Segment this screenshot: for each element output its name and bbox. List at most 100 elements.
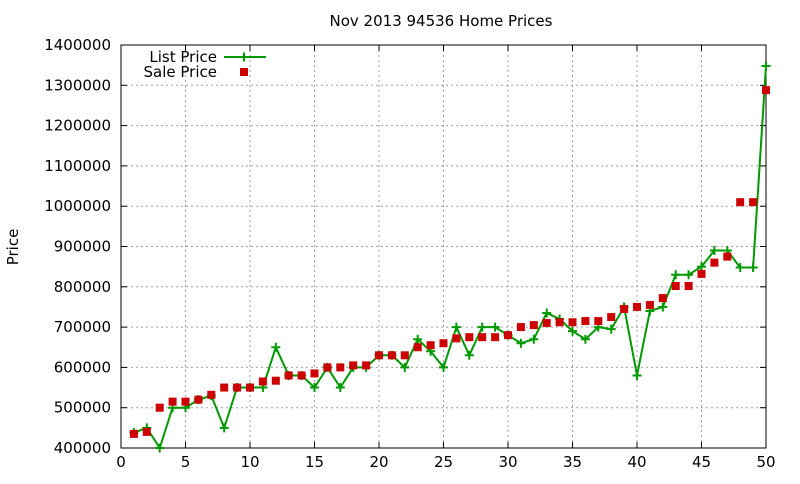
- data-point: [375, 351, 383, 360]
- data-point: [697, 262, 706, 272]
- data-point: [620, 304, 629, 313]
- data-point: [246, 383, 254, 392]
- data-point: [452, 334, 461, 343]
- data-point: [413, 334, 423, 344]
- data-point: [633, 302, 641, 311]
- data-point: [478, 333, 487, 342]
- y-tick-label: 400000: [54, 439, 111, 457]
- data-point: [439, 362, 448, 372]
- data-point: [426, 341, 435, 350]
- data-point: [581, 317, 590, 326]
- data-point: [271, 376, 280, 385]
- data-point: [194, 395, 203, 404]
- x-tick-label: 20: [369, 453, 388, 471]
- data-point: [710, 258, 719, 267]
- data-point: [142, 427, 151, 436]
- data-point: [387, 351, 396, 360]
- data-point: [451, 322, 461, 332]
- data-point: [219, 423, 229, 433]
- legend-label: Sale Price: [144, 63, 217, 81]
- data-point: [400, 362, 410, 372]
- data-point: [336, 363, 345, 372]
- data-point: [310, 383, 319, 393]
- data-point: [413, 343, 422, 352]
- y-tick-label: 800000: [54, 278, 111, 296]
- data-point: [310, 369, 319, 378]
- y-tick-label: 1100000: [44, 157, 111, 175]
- x-tick-label: 50: [756, 453, 775, 471]
- data-point: [542, 319, 551, 328]
- data-point: [439, 339, 448, 348]
- y-tick-label: 1400000: [44, 36, 111, 54]
- y-tick-label: 900000: [54, 238, 111, 256]
- y-tick-label: 500000: [54, 399, 111, 417]
- data-point: [362, 361, 371, 370]
- data-point: [516, 338, 526, 348]
- data-point: [465, 333, 474, 342]
- data-point: [594, 317, 603, 326]
- data-point: [658, 294, 667, 303]
- data-point: [491, 333, 500, 342]
- data-point: [464, 350, 474, 360]
- data-point: [284, 371, 293, 380]
- data-point: [736, 198, 745, 207]
- data-point: [723, 252, 732, 261]
- data-point: [542, 308, 552, 318]
- x-tick-label: 45: [692, 453, 711, 471]
- data-point: [490, 322, 500, 332]
- data-point: [671, 270, 681, 280]
- data-point: [504, 331, 512, 340]
- data-point: [207, 390, 216, 399]
- x-tick-label: 25: [434, 453, 453, 471]
- data-point: [645, 300, 654, 309]
- data-point: [529, 321, 538, 330]
- data-point: [709, 246, 719, 256]
- data-point: [400, 351, 409, 360]
- data-point: [607, 313, 616, 322]
- data-point: [233, 383, 242, 392]
- data-point: [568, 318, 577, 327]
- data-point: [168, 397, 177, 406]
- data-point: [181, 397, 190, 406]
- x-tick-label: 10: [240, 453, 259, 471]
- data-point: [632, 370, 642, 380]
- y-axis-label: Price: [4, 229, 22, 266]
- data-point: [684, 281, 693, 290]
- grid-lines: [121, 45, 766, 448]
- y-tick-label: 600000: [54, 358, 111, 376]
- data-point: [762, 86, 770, 95]
- data-point: [748, 262, 758, 272]
- data-point: [606, 324, 616, 334]
- x-tick-label: 15: [305, 453, 324, 471]
- legend-marker: [240, 68, 248, 76]
- data-point: [349, 361, 358, 370]
- data-point: [271, 342, 281, 352]
- data-point: [529, 334, 539, 344]
- data-point: [516, 323, 525, 332]
- data-point: [155, 443, 165, 453]
- data-point: [684, 270, 694, 280]
- series-1: [129, 86, 770, 438]
- data-point: [580, 334, 590, 344]
- axes: 0 5 10 15 20 25 30 35 40 45 50 400000 500000 600000 70…: [44, 36, 775, 471]
- x-tick-label: 40: [627, 453, 646, 471]
- data-point: [258, 377, 267, 386]
- y-tick-label: 1000000: [44, 197, 111, 215]
- data-point: [323, 363, 332, 372]
- x-tick-label: 5: [181, 453, 191, 471]
- data-point: [297, 371, 306, 380]
- data-point: [220, 383, 229, 392]
- data-point: [697, 269, 706, 278]
- x-tick-label: 30: [498, 453, 517, 471]
- data-point: [735, 262, 745, 272]
- y-tick-label: 1200000: [44, 117, 111, 135]
- data-point: [749, 198, 758, 207]
- data-point: [155, 403, 164, 412]
- series-layer: [129, 61, 771, 453]
- data-point: [761, 61, 771, 71]
- x-tick-label: 0: [116, 453, 126, 471]
